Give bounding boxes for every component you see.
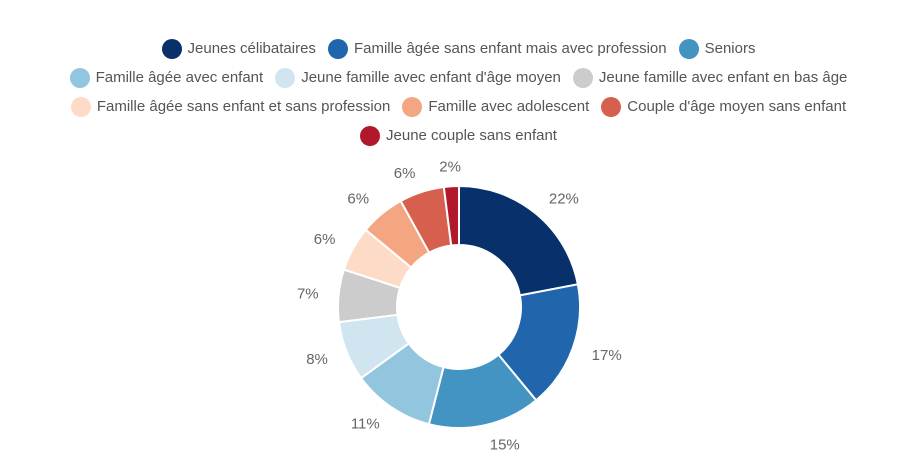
legend-label: Famille âgée sans enfant mais avec profe… xyxy=(353,40,667,57)
legend-swatch xyxy=(360,125,381,146)
slice-label: 6% xyxy=(314,231,336,248)
legend-label: Jeune couple sans enfant xyxy=(386,127,557,144)
legend-swatch xyxy=(402,96,423,117)
legend-swatch xyxy=(601,96,622,117)
legend-swatch xyxy=(275,67,296,88)
legend-label: Jeunes célibataires xyxy=(187,40,316,57)
legend-item[interactable]: Seniors xyxy=(678,38,756,59)
legend-label: Jeune famille avec enfant en bas âge xyxy=(598,69,848,86)
slice-label: 8% xyxy=(306,351,328,368)
legend-item[interactable]: Jeunes célibataires xyxy=(161,38,316,59)
legend-swatch xyxy=(678,38,699,59)
slice-label: 11% xyxy=(351,416,380,433)
legend-swatch xyxy=(327,38,348,59)
legend-row: Famille âgée avec enfant Jeune famille av… xyxy=(64,63,854,92)
legend-item[interactable]: Famille avec adolescent xyxy=(402,96,590,117)
legend-swatch xyxy=(161,38,182,59)
slice-label: 7% xyxy=(297,286,319,303)
legend-item[interactable]: Famille âgée avec enfant xyxy=(69,67,264,88)
legend-item[interactable]: Famille âgée sans enfant et sans profess… xyxy=(70,96,391,117)
legend-label: Famille âgée sans enfant et sans profess… xyxy=(96,98,391,115)
slice-label: 22% xyxy=(549,190,579,207)
legend-item[interactable]: Jeune famille avec enfant d'âge moyen xyxy=(275,67,561,88)
legend: Jeunes célibataires Famille âgée sans enf… xyxy=(0,34,917,150)
legend-row: Jeune couple sans enfant xyxy=(354,121,563,150)
slice-label: 17% xyxy=(592,347,622,364)
legend-item[interactable]: Couple d'âge moyen sans enfant xyxy=(601,96,847,117)
legend-label: Jeune famille avec enfant d'âge moyen xyxy=(301,69,561,86)
legend-item[interactable]: Famille âgée sans enfant mais avec profe… xyxy=(327,38,667,59)
donut-slice[interactable] xyxy=(442,184,460,247)
legend-item[interactable]: Jeune couple sans enfant xyxy=(360,125,557,146)
legend-label: Famille avec adolescent xyxy=(428,98,590,115)
slice-label: 2% xyxy=(439,158,461,175)
legend-item[interactable]: Jeune famille avec enfant en bas âge xyxy=(572,67,848,88)
legend-row: Famille âgée sans enfant et sans profess… xyxy=(65,92,852,121)
donut-slice[interactable] xyxy=(458,184,580,297)
legend-row: Jeunes célibataires Famille âgée sans enf… xyxy=(156,34,762,63)
slice-label: 15% xyxy=(490,437,520,454)
legend-swatch xyxy=(572,67,593,88)
legend-label: Seniors xyxy=(704,40,756,57)
slice-label: 6% xyxy=(347,190,369,207)
legend-label: Famille âgée avec enfant xyxy=(95,69,264,86)
legend-label: Couple d'âge moyen sans enfant xyxy=(627,98,847,115)
legend-swatch xyxy=(70,96,91,117)
legend-swatch xyxy=(69,67,90,88)
slice-label: 6% xyxy=(394,165,416,182)
